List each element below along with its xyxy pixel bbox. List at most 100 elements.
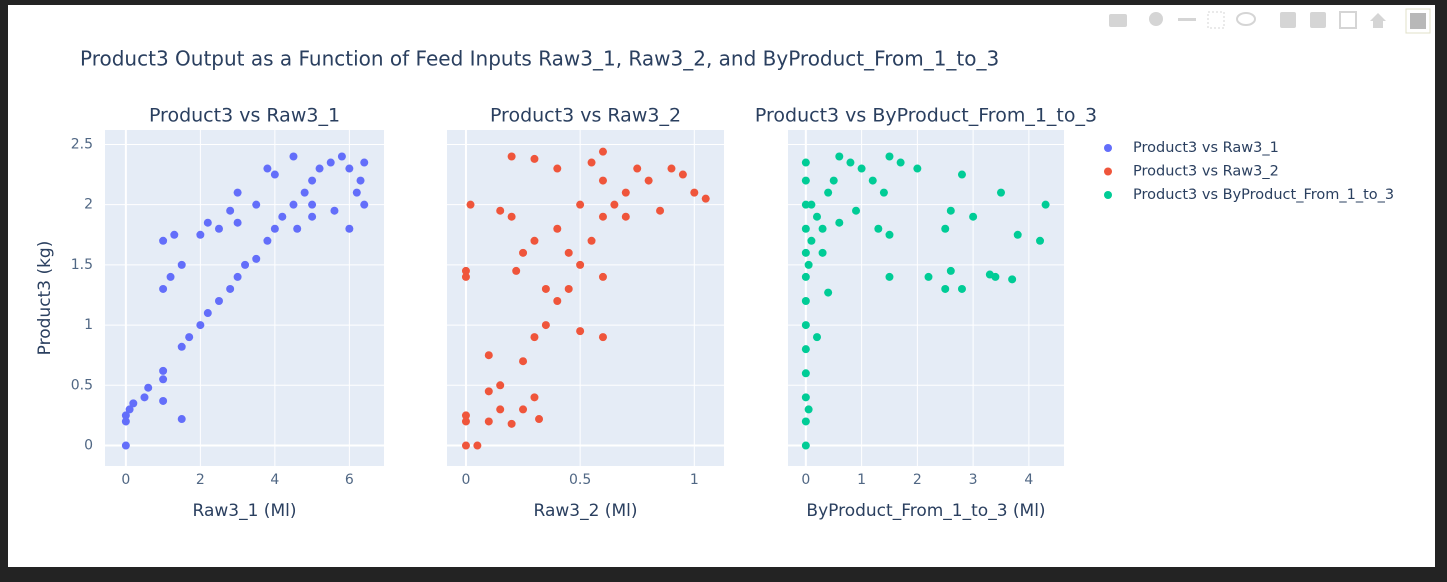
- modebar-lasso[interactable]: [1236, 12, 1256, 26]
- point: [177, 260, 186, 269]
- point: [913, 164, 922, 173]
- point: [576, 260, 585, 269]
- point: [166, 272, 175, 281]
- point: [541, 284, 550, 293]
- point: [519, 405, 528, 414]
- point: [1041, 200, 1050, 209]
- modebar-autoscale[interactable]: [1339, 11, 1357, 29]
- point: [829, 176, 838, 185]
- modebar-select[interactable]: [1207, 11, 1225, 29]
- point: [621, 212, 630, 221]
- point: [846, 158, 855, 167]
- modebar-camera[interactable]: [1109, 14, 1127, 27]
- series: [801, 152, 1050, 450]
- point: [969, 212, 978, 221]
- point: [345, 164, 354, 173]
- point: [360, 158, 369, 167]
- point: [801, 345, 810, 354]
- point: [598, 333, 607, 342]
- point: [278, 212, 287, 221]
- point: [196, 230, 205, 239]
- point: [263, 236, 272, 245]
- point: [461, 417, 470, 426]
- modebar-zoom[interactable]: [1149, 12, 1163, 26]
- y-tick-label: 1.5: [71, 257, 93, 273]
- point: [289, 152, 298, 161]
- point: [315, 164, 324, 173]
- point: [576, 327, 585, 336]
- x-tick-label: 2: [196, 472, 205, 488]
- chart-title: Product3 Output as a Function of Feed In…: [80, 47, 999, 71]
- y-tick-label: 0.5: [71, 377, 93, 393]
- point: [308, 176, 317, 185]
- x-axis-label: ByProduct_From_1_to_3 (Ml): [806, 501, 1045, 521]
- point: [801, 158, 810, 167]
- point: [300, 188, 309, 197]
- modebar-logo[interactable]: [1410, 13, 1426, 29]
- point: [633, 164, 642, 173]
- point: [801, 200, 810, 209]
- point: [553, 224, 562, 233]
- point: [226, 284, 235, 293]
- point: [896, 158, 905, 167]
- point: [868, 176, 877, 185]
- point: [885, 152, 894, 161]
- point: [621, 188, 630, 197]
- point: [801, 297, 810, 306]
- point: [185, 333, 194, 342]
- point: [852, 206, 861, 215]
- point: [1008, 275, 1017, 284]
- point: [801, 176, 810, 185]
- x-tick-label: 4: [1024, 472, 1033, 488]
- point: [824, 188, 833, 197]
- modebar-reset[interactable]: [1370, 13, 1386, 28]
- point: [144, 383, 153, 392]
- point: [461, 411, 470, 420]
- x-tick-label: 0: [801, 472, 810, 488]
- point: [308, 200, 317, 209]
- modebar-zoom-out[interactable]: [1310, 12, 1326, 28]
- modebar-pan[interactable]: [1178, 18, 1196, 21]
- point: [345, 224, 354, 233]
- point: [177, 342, 186, 351]
- point: [957, 170, 966, 179]
- point: [214, 297, 223, 306]
- point: [587, 236, 596, 245]
- point: [879, 188, 888, 197]
- point: [461, 266, 470, 275]
- plot-background: [447, 130, 724, 466]
- point: [678, 170, 687, 179]
- subplot-title: Product3 vs Raw3_1: [149, 105, 340, 127]
- point: [807, 200, 816, 209]
- point: [804, 260, 813, 269]
- x-tick-label: 1: [690, 472, 699, 488]
- series: [121, 152, 369, 450]
- point: [484, 417, 493, 426]
- point: [530, 236, 539, 245]
- point: [496, 405, 505, 414]
- point: [644, 176, 653, 185]
- point: [801, 224, 810, 233]
- point: [957, 284, 966, 293]
- point: [326, 158, 335, 167]
- point: [233, 272, 242, 281]
- point: [461, 441, 470, 450]
- point: [270, 224, 279, 233]
- point: [159, 366, 168, 375]
- point: [214, 224, 223, 233]
- point: [177, 415, 186, 424]
- x-tick-label: 0: [461, 472, 470, 488]
- point: [824, 288, 833, 297]
- legend-label: Product3 vs Raw3_1: [1133, 140, 1279, 156]
- legend-marker: [1104, 191, 1112, 199]
- x-tick-label: 3: [969, 472, 978, 488]
- x-tick-label: 4: [270, 472, 279, 488]
- point: [885, 272, 894, 281]
- plot-frame: Product3 Output as a Function of Feed In…: [8, 5, 1435, 567]
- point: [252, 200, 261, 209]
- point: [818, 224, 827, 233]
- chart: Product3 Output as a Function of Feed In…: [35, 8, 1431, 521]
- point: [801, 393, 810, 402]
- modebar-zoom-in[interactable]: [1280, 12, 1296, 28]
- legend-marker: [1104, 167, 1112, 176]
